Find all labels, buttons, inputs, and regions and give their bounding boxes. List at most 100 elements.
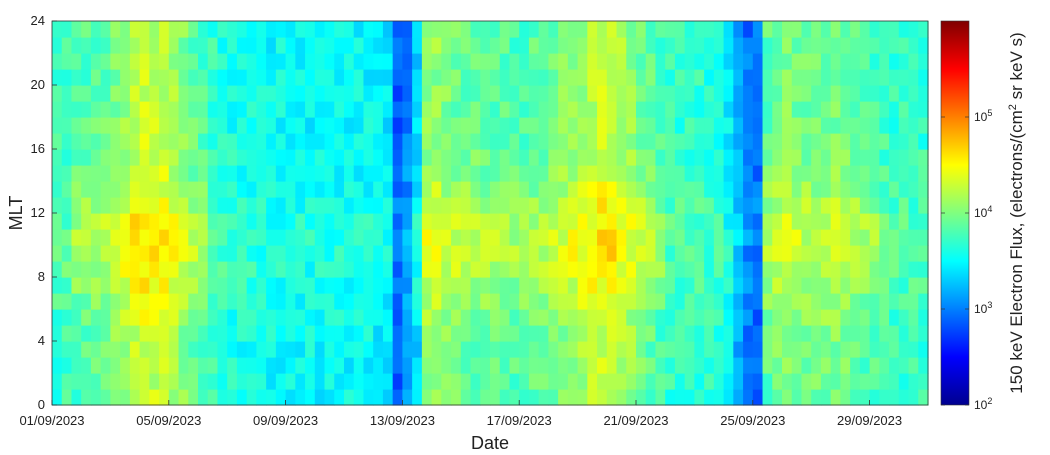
heatmap-cell xyxy=(227,325,238,342)
heatmap-cell xyxy=(168,229,180,246)
heatmap-cell xyxy=(567,213,579,230)
heatmap-cell xyxy=(402,261,413,278)
heatmap-cell xyxy=(431,277,442,294)
heatmap-cell xyxy=(344,245,355,262)
heatmap-cell xyxy=(645,21,657,38)
heatmap-cell xyxy=(344,389,355,406)
heatmap-cell xyxy=(859,165,871,182)
heatmap-cell xyxy=(373,117,384,134)
heatmap-cell xyxy=(869,325,880,342)
heatmap-cell xyxy=(227,133,238,150)
heatmap-cell xyxy=(636,229,647,246)
heatmap-cell xyxy=(207,197,219,214)
heatmap-cell xyxy=(236,229,248,246)
heatmap-cell xyxy=(324,197,335,214)
heatmap-cell xyxy=(587,325,598,342)
heatmap-cell xyxy=(898,149,910,166)
heatmap-cell xyxy=(412,293,423,310)
heatmap-cell xyxy=(499,101,511,118)
heatmap-cell xyxy=(694,213,705,230)
heatmap-cell xyxy=(694,357,705,374)
heatmap-cell xyxy=(451,325,462,342)
heatmap-cell xyxy=(490,21,501,38)
heatmap-cell xyxy=(81,69,92,86)
heatmap-cell xyxy=(723,245,734,262)
heatmap-cell xyxy=(704,229,715,246)
heatmap-cell xyxy=(470,373,481,390)
heatmap-cell xyxy=(139,133,150,150)
heatmap-cell xyxy=(100,341,111,358)
heatmap-cell xyxy=(538,373,549,390)
heatmap-cell xyxy=(129,261,141,278)
heatmap-cell xyxy=(830,85,841,102)
heatmap-cell xyxy=(188,261,199,278)
heatmap-cell xyxy=(908,341,919,358)
heatmap-cell xyxy=(743,133,754,150)
heatmap-cell xyxy=(869,197,880,214)
heatmap-cell xyxy=(782,85,793,102)
heatmap-cell xyxy=(606,149,618,166)
heatmap-cell xyxy=(850,373,861,390)
heatmap-cell xyxy=(743,69,754,86)
heatmap-cell xyxy=(421,149,433,166)
heatmap-cell xyxy=(236,309,248,326)
heatmap-cell xyxy=(198,21,209,38)
heatmap-cell xyxy=(616,229,627,246)
heatmap-cell xyxy=(626,373,637,390)
heatmap-cell xyxy=(266,373,277,390)
heatmap-cell xyxy=(159,341,170,358)
heatmap-cell xyxy=(908,37,919,54)
heatmap-cell xyxy=(908,165,919,182)
heatmap-cell xyxy=(344,149,355,166)
heatmap-cell xyxy=(918,149,929,166)
heatmap-cell xyxy=(869,213,880,230)
heatmap-cell xyxy=(801,53,812,70)
heatmap-cell xyxy=(713,261,725,278)
heatmap-cell xyxy=(334,197,345,214)
heatmap-cell xyxy=(431,197,442,214)
heatmap-cell xyxy=(120,213,131,230)
heatmap-cell xyxy=(470,261,481,278)
heatmap-cell xyxy=(850,261,861,278)
heatmap-cell xyxy=(402,213,413,230)
heatmap-cell xyxy=(363,133,374,150)
heatmap-cell xyxy=(353,69,365,86)
heatmap-cell xyxy=(733,37,744,54)
heatmap-cell xyxy=(859,261,871,278)
heatmap-cell xyxy=(674,165,686,182)
heatmap-cell xyxy=(918,197,929,214)
heatmap-cell xyxy=(334,53,345,70)
heatmap-cell xyxy=(100,373,111,390)
heatmap-cell xyxy=(869,181,880,198)
heatmap-cell xyxy=(188,181,199,198)
heatmap-cell xyxy=(470,293,481,310)
heatmap-cell xyxy=(373,133,384,150)
heatmap-cell xyxy=(266,181,277,198)
heatmap-cell xyxy=(451,181,462,198)
heatmap-cell xyxy=(879,229,890,246)
heatmap-cell xyxy=(149,245,160,262)
heatmap-cell xyxy=(295,373,306,390)
heatmap-cell xyxy=(52,37,63,54)
heatmap-cell xyxy=(344,53,355,70)
heatmap-cell xyxy=(412,213,423,230)
heatmap-cell xyxy=(791,197,803,214)
heatmap-cell xyxy=(421,165,433,182)
heatmap-cell xyxy=(100,181,111,198)
heatmap-cell xyxy=(178,69,189,86)
heatmap-cell xyxy=(645,341,657,358)
heatmap-cell xyxy=(149,229,160,246)
heatmap-cell xyxy=(577,213,588,230)
heatmap-cell xyxy=(616,197,627,214)
heatmap-cell xyxy=(538,37,549,54)
heatmap-cell xyxy=(587,101,598,118)
heatmap-cell xyxy=(110,149,121,166)
heatmap-cell xyxy=(198,101,209,118)
heatmap-cell xyxy=(188,101,199,118)
heatmap-cell xyxy=(159,181,170,198)
heatmap-cell xyxy=(898,389,910,406)
heatmap-cell xyxy=(168,213,180,230)
heatmap-cell xyxy=(470,197,481,214)
heatmap-cell xyxy=(538,53,549,70)
heatmap-cell xyxy=(889,69,900,86)
